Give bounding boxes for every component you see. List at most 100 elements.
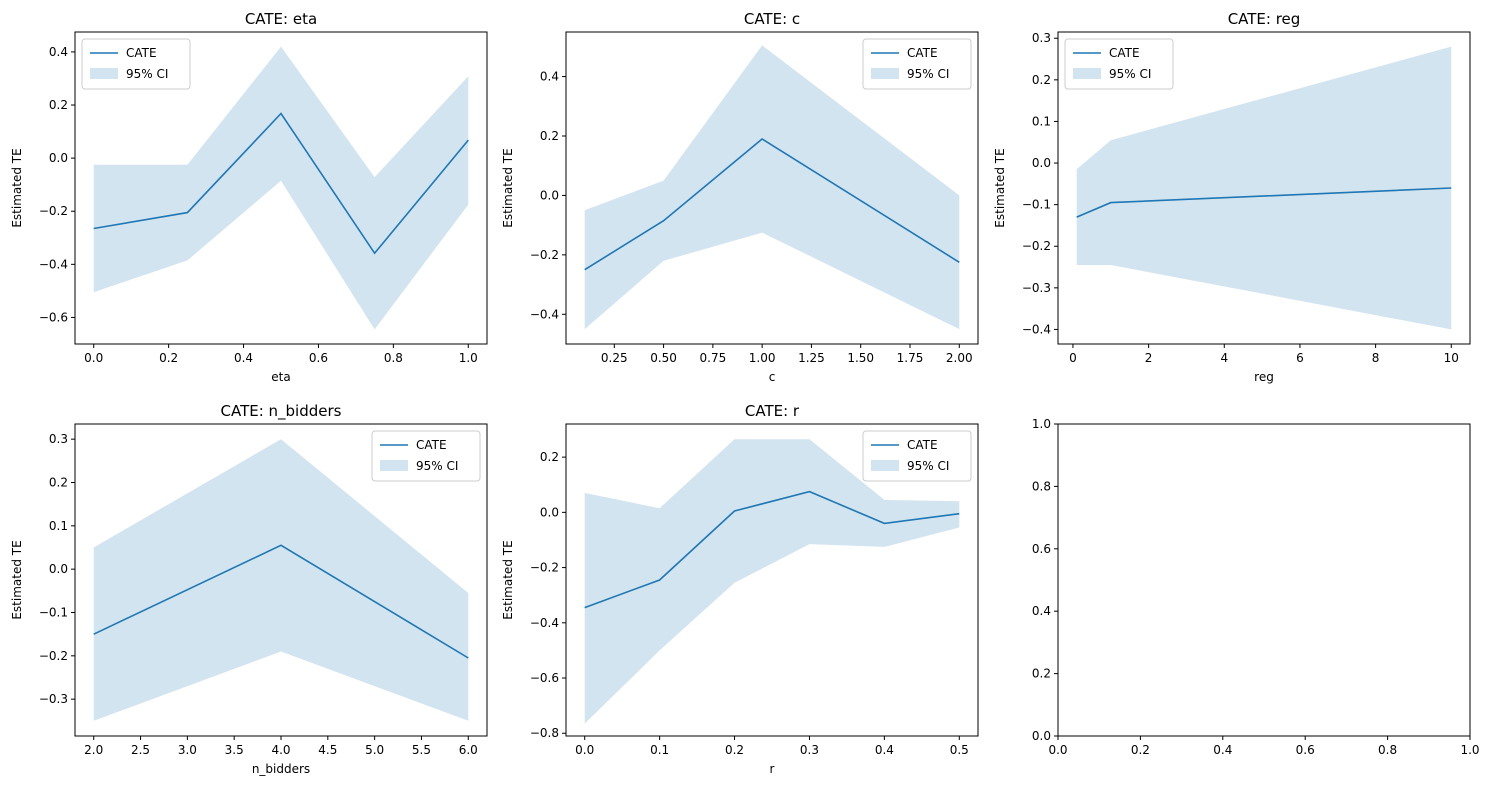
x-tick-label: 0 — [1069, 351, 1077, 365]
x-tick-label: 0.0 — [1048, 743, 1067, 757]
y-tick-label: 0.2 — [1032, 73, 1051, 87]
y-tick-label: −0.2 — [530, 561, 559, 575]
subplot-title: CATE: c — [744, 10, 800, 28]
x-tick-label: 1.00 — [749, 351, 776, 365]
ci-band — [1076, 46, 1452, 330]
x-tick-label: 1.25 — [798, 351, 825, 365]
x-tick-label: 3.5 — [225, 743, 244, 757]
axes-frame — [1057, 31, 1471, 345]
legend-label-cate: CATE — [416, 438, 447, 452]
y-tick-label: −0.3 — [1022, 281, 1051, 295]
y-tick-label: 0.6 — [1032, 542, 1051, 556]
legend-frame — [371, 430, 481, 482]
legend-label-ci: 95% CI — [1109, 67, 1151, 81]
y-axis-label: Estimated TE — [10, 540, 24, 619]
y-tick-label: 0.0 — [49, 562, 68, 576]
y-tick-label: 0.2 — [540, 129, 559, 143]
x-tick-label: 5.5 — [412, 743, 431, 757]
x-axis-label: r — [770, 762, 775, 776]
x-axis-label: reg — [1254, 370, 1274, 384]
x-tick-label: 4 — [1220, 351, 1228, 365]
subplot-5: 0.0 0.1 0.2 0.3 0.4 0.5 −0.8 −0.6 −0.4 −0.2 0.0 0.2… — [501, 402, 979, 776]
y-tick-label: 0.4 — [49, 45, 68, 59]
subplot-3: 0 2 4 6 8 10 −0.4 −0.3 −0.2 −0.1 0.0 0.1 0.2 0.3 CATE:… — [993, 10, 1471, 384]
legend-band-swatch — [871, 460, 899, 471]
axes-frame — [1057, 423, 1471, 737]
cate-line — [1076, 187, 1452, 218]
y-tick-label: −0.2 — [1022, 239, 1051, 253]
subplot-2: 0.25 0.50 0.75 1.00 1.25 1.50 1.75 2.00 −0.4 −0.2… — [501, 10, 979, 384]
x-tick-label: 0.25 — [601, 351, 628, 365]
x-tick-label: 10 — [1444, 351, 1459, 365]
x-tick-label: 0.2 — [725, 743, 744, 757]
legend-band-swatch — [90, 68, 118, 79]
x-tick-label: 0.2 — [159, 351, 178, 365]
y-tick-label: −0.3 — [39, 692, 68, 706]
cate-line — [584, 138, 960, 271]
legend-frame — [81, 38, 191, 90]
legend-label-ci: 95% CI — [126, 67, 168, 81]
y-tick-label: −0.2 — [39, 204, 68, 218]
x-tick-label: 0.4 — [1213, 743, 1232, 757]
x-tick-label: 2 — [1145, 351, 1153, 365]
y-tick-label: −0.2 — [39, 649, 68, 663]
y-tick-label: 0.0 — [49, 151, 68, 165]
x-axis-label: n_bidders — [252, 762, 310, 776]
legend-label-ci: 95% CI — [907, 67, 949, 81]
legend: CATE 95% CI — [862, 430, 972, 482]
subplot-6: 0.0 0.2 0.4 0.6 0.8 1.0 0.0 0.2 0.4 0.6 0.8 1.0 — [1032, 417, 1480, 757]
y-axis-label: Estimated TE — [10, 148, 24, 227]
legend-label-ci: 95% CI — [907, 459, 949, 473]
y-tick-label: 1.0 — [1032, 417, 1051, 431]
y-tick-label: 0.1 — [1032, 114, 1051, 128]
x-tick-label: 0.1 — [650, 743, 669, 757]
y-tick-label: 0.0 — [540, 188, 559, 202]
subplot-title: CATE: eta — [245, 10, 317, 28]
y-tick-label: 0.3 — [1032, 31, 1051, 45]
legend: CATE 95% CI — [1064, 38, 1174, 90]
y-axis-label: Estimated TE — [501, 148, 515, 227]
legend: CATE 95% CI — [81, 38, 191, 90]
y-tick-label: −0.1 — [39, 606, 68, 620]
cate-line — [93, 544, 469, 659]
legend: CATE 95% CI — [862, 38, 972, 90]
subplot-4: 2.0 2.5 3.0 3.5 4.0 4.5 5.0 5.5 6.0 −0.3 −0.2 −0.1 0… — [10, 402, 488, 776]
legend-label-cate: CATE — [1109, 46, 1140, 60]
cate-line — [584, 490, 960, 609]
y-tick-label: 0.4 — [540, 70, 559, 84]
x-tick-label: 0.6 — [1296, 743, 1315, 757]
y-tick-label: −0.6 — [530, 671, 559, 685]
ci-band — [584, 439, 960, 724]
y-tick-label: −0.4 — [530, 307, 559, 321]
y-axis-label: Estimated TE — [501, 540, 515, 619]
x-tick-label: 1.50 — [847, 351, 874, 365]
y-tick-label: 0.0 — [1032, 156, 1051, 170]
y-tick-label: −0.8 — [530, 726, 559, 740]
y-tick-label: 0.2 — [49, 476, 68, 490]
y-tick-label: −0.4 — [1022, 322, 1051, 336]
x-tick-label: 8 — [1372, 351, 1380, 365]
x-tick-label: 6 — [1296, 351, 1304, 365]
axes-frame — [74, 31, 488, 345]
legend-frame — [1064, 38, 1174, 90]
y-tick-label: 0.2 — [1032, 667, 1051, 681]
x-tick-label: 6.0 — [459, 743, 478, 757]
x-axis-label: c — [769, 370, 776, 384]
x-tick-label: 1.0 — [1460, 743, 1479, 757]
x-tick-label: 0.75 — [700, 351, 727, 365]
x-tick-label: 2.0 — [84, 743, 103, 757]
subplot-1: 0.0 0.2 0.4 0.6 0.8 1.0 −0.6 −0.4 −0.2 0.0 0.2 0.4 C… — [10, 10, 488, 384]
legend-label-cate: CATE — [907, 438, 938, 452]
x-tick-label: 0.50 — [650, 351, 677, 365]
y-tick-label: 0.4 — [1032, 604, 1051, 618]
x-tick-label: 0.6 — [309, 351, 328, 365]
y-tick-label: 0.1 — [49, 519, 68, 533]
ci-band — [93, 46, 469, 330]
x-tick-label: 0.3 — [800, 743, 819, 757]
y-tick-label: −0.4 — [530, 616, 559, 630]
y-tick-label: −0.6 — [39, 310, 68, 324]
ci-band — [584, 45, 960, 330]
y-tick-label: 0.3 — [49, 432, 68, 446]
y-tick-label: 0.0 — [1032, 729, 1051, 743]
y-tick-label: −0.4 — [39, 257, 68, 271]
